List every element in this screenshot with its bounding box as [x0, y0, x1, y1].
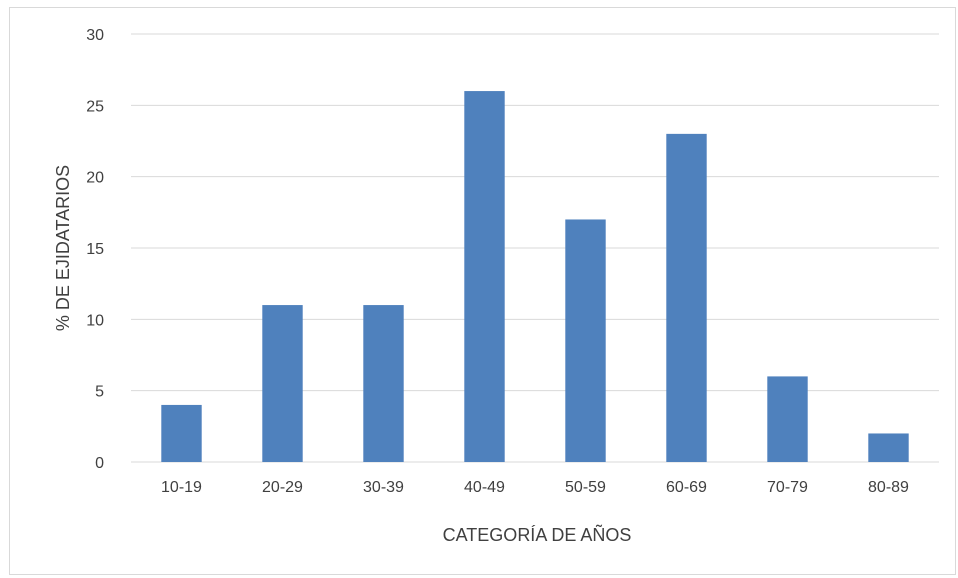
y-tick-label: 20 [86, 170, 104, 187]
y-tick-label: 30 [86, 27, 104, 44]
x-tick-label: 50-59 [565, 479, 606, 496]
bar-10-19 [161, 404, 202, 462]
y-tick-label: 0 [95, 455, 104, 472]
y-tick-label: 5 [95, 384, 104, 401]
y-axis-title: % DE EJIDATARIOS [53, 165, 73, 331]
bar-20-29 [262, 305, 303, 462]
bar-30-39 [363, 305, 404, 462]
bar-50-59 [565, 219, 606, 462]
x-tick-label: 30-39 [363, 479, 404, 496]
bar-70-79 [767, 376, 808, 462]
gridlines [131, 33, 939, 463]
y-tick-label: 25 [86, 98, 104, 115]
y-axis-ticks: 0 5 10 15 20 25 30 [86, 27, 104, 472]
y-tick-label: 15 [86, 241, 104, 258]
bar-80-89 [868, 433, 909, 462]
x-tick-label: 60-69 [666, 479, 707, 496]
x-tick-label: 20-29 [262, 479, 303, 496]
x-tick-label: 10-19 [161, 479, 202, 496]
x-tick-label: 40-49 [464, 479, 505, 496]
bars [161, 91, 909, 463]
bar-60-69 [666, 133, 707, 462]
x-axis-ticks: 10-19 20-29 30-39 40-49 50-59 60-69 70-79 80-89 [161, 479, 909, 496]
x-tick-label: 70-79 [767, 479, 808, 496]
x-tick-label: 80-89 [868, 479, 909, 496]
bar-40-49 [464, 91, 505, 463]
x-axis-title: CATEGORÍA DE AÑOS [443, 524, 632, 545]
y-tick-label: 10 [86, 312, 104, 329]
